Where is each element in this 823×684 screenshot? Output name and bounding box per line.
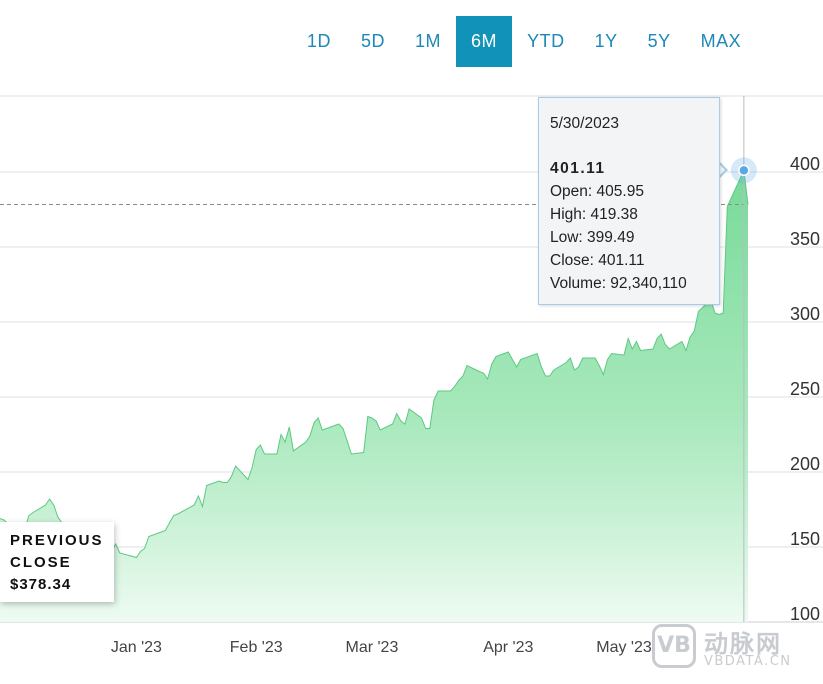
range-tab-1d[interactable]: 1D xyxy=(307,31,332,51)
range-tab-1y[interactable]: 1Y xyxy=(594,31,618,51)
price-line xyxy=(0,168,749,559)
y-tick-label-350: 350 xyxy=(790,229,820,249)
range-selector: 1D 5D 1M 6M YTD 1Y 5Y MAX xyxy=(292,16,756,67)
watermark: VB 动脉网 VBDATA.CN xyxy=(652,624,817,674)
tooltip-low: Low: 399.49 xyxy=(550,229,635,246)
y-tick-label-250: 250 xyxy=(790,379,820,399)
watermark-logo-icon: VB xyxy=(652,624,696,668)
price-tooltip: 5/30/2023 401.11 Open: 405.95 High: 419.… xyxy=(538,97,720,305)
x-tick-label-0: Jan '23 xyxy=(111,639,162,656)
previous-close-line2: CLOSE xyxy=(10,554,72,571)
x-tick-label-3: Apr '23 xyxy=(483,639,533,656)
tooltip-arrow-fill xyxy=(716,161,725,179)
range-tab-max[interactable]: MAX xyxy=(700,31,742,51)
previous-close-value: $378.34 xyxy=(10,576,72,593)
y-tick-label-150: 150 xyxy=(790,529,820,549)
range-tab-1m[interactable]: 1M xyxy=(415,31,442,51)
tooltip-date: 5/30/2023 xyxy=(550,115,619,132)
tooltip-high: High: 419.38 xyxy=(550,206,638,223)
tooltip-value: 401.11 xyxy=(550,160,606,177)
highlight-marker[interactable] xyxy=(738,164,750,177)
watermark-en-text: VBDATA.CN xyxy=(704,654,792,669)
y-tick-label-100: 100 xyxy=(790,604,820,624)
range-tab-ytd[interactable]: YTD xyxy=(527,31,565,51)
previous-close-line1: PREVIOUS xyxy=(10,532,104,549)
range-tab-5d[interactable]: 5D xyxy=(361,31,386,51)
x-tick-label-1: Feb '23 xyxy=(230,639,283,656)
tooltip-close: Close: 401.11 xyxy=(550,252,645,269)
previous-close-label: PREVIOUS CLOSE $378.34 xyxy=(0,522,114,602)
x-tick-label-4: May '23 xyxy=(596,639,652,656)
y-axis: 100 150 200 250 300 350 400 xyxy=(790,154,820,624)
y-tick-label-400: 400 xyxy=(790,154,820,174)
x-tick-label-2: Mar '23 xyxy=(346,639,399,656)
tooltip-volume: Volume: 92,340,110 xyxy=(550,275,687,292)
watermark-cn-text: 动脉网 xyxy=(704,630,782,658)
range-tab-6m[interactable]: 6M xyxy=(456,16,513,67)
y-tick-label-200: 200 xyxy=(790,454,820,474)
range-tab-5y[interactable]: 5Y xyxy=(647,31,671,51)
y-tick-label-300: 300 xyxy=(790,304,820,324)
tooltip-open: Open: 405.95 xyxy=(550,183,644,200)
